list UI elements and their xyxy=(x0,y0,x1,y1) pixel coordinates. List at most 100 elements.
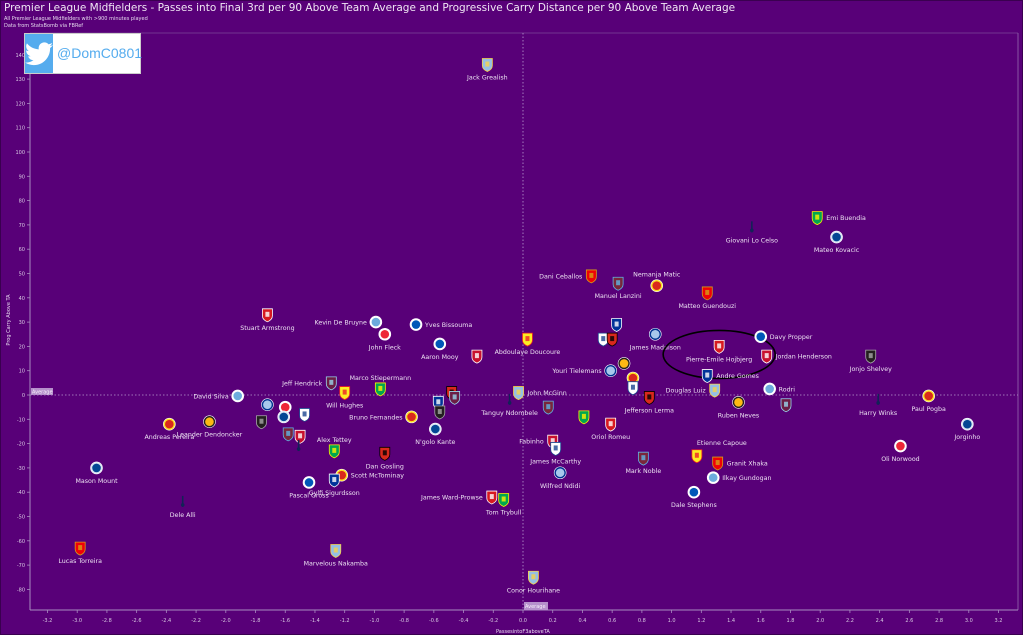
badge-emblem xyxy=(694,452,699,458)
player-point: Ilkay Gundogan xyxy=(706,471,772,484)
player-label: Mateo Kovacic xyxy=(814,247,860,254)
player-label: Granit Xhaka xyxy=(727,461,768,468)
player-label: James Ward-Prowse xyxy=(420,495,483,502)
y-tick-label: 60 xyxy=(19,247,25,253)
player-point: Conor Hourihane xyxy=(507,570,560,594)
player-point: Davy Propper xyxy=(754,330,813,343)
player-point: N'golo Kante xyxy=(415,422,456,446)
player-point xyxy=(611,318,623,332)
player-label: James McCarthy xyxy=(529,458,581,465)
player-label: Leander Dendoncker xyxy=(177,432,243,439)
chart-title: Premier League Midfielders - Passes into… xyxy=(4,2,736,14)
twitter-handle: @DomC0801 xyxy=(57,45,143,61)
player-label: Harry Winks xyxy=(859,410,897,417)
x-tick-label: -0.4 xyxy=(459,618,469,624)
y-tick-label: 80 xyxy=(19,199,25,205)
y-tick-label: -10 xyxy=(17,417,25,423)
badge-emblem xyxy=(589,272,594,278)
player-point: David Silva xyxy=(193,389,244,403)
y-tick-label: -40 xyxy=(17,490,25,496)
badge-inner xyxy=(304,478,314,487)
player-label: Lucas Torreira xyxy=(58,558,102,565)
x-tick-label: -2.2 xyxy=(191,618,201,624)
player-point xyxy=(617,357,631,370)
player-label: Rodri xyxy=(779,386,796,393)
badge-emblem xyxy=(265,311,270,317)
y-tick-label: 20 xyxy=(19,344,25,350)
player-point: Pascal Gross xyxy=(289,476,329,499)
badge-emblem xyxy=(610,336,615,342)
y-tick-label: -50 xyxy=(17,515,25,521)
y-tick-label: 40 xyxy=(19,296,25,302)
player-point: Alex Tettey xyxy=(317,437,352,459)
player-point: Manuel Lanzini xyxy=(595,276,642,300)
player-label: Will Hughes xyxy=(326,403,363,410)
y-tick-label: 30 xyxy=(19,320,25,326)
player-point: Douglas Luiz xyxy=(666,383,721,398)
badge-emblem xyxy=(489,494,494,500)
x-tick-label: -0.6 xyxy=(429,618,439,624)
player-point xyxy=(471,349,483,364)
player-point: Lucas Torreira xyxy=(58,541,102,565)
x-axis-title: PassesintoF3aboveTA xyxy=(496,629,550,635)
badge-inner xyxy=(205,417,214,427)
player-label: Ruben Neves xyxy=(718,412,759,419)
badge-inner xyxy=(689,487,699,497)
x-tick-label: 0.8 xyxy=(638,618,646,624)
x-tick-label: -2.0 xyxy=(221,618,231,624)
badge-emblem xyxy=(531,574,536,580)
player-label: Abdoulaye Doucoure xyxy=(495,349,561,356)
player-point: Pierre-Emile Hojbjerg xyxy=(686,340,752,363)
badge-inner xyxy=(280,402,290,412)
badge-inner xyxy=(263,400,272,410)
player-point: Jeff Hendrick xyxy=(281,376,337,391)
badge-emblem xyxy=(616,280,621,286)
player-label: Aaron Mooy xyxy=(421,354,459,361)
player-label: Douglas Luiz xyxy=(666,388,707,395)
x-tick-label: -1.2 xyxy=(340,618,350,624)
badge-inner xyxy=(896,441,905,451)
badge-inner xyxy=(619,359,629,368)
y-tick-label: 70 xyxy=(19,223,25,229)
player-point: Jordan Henderson xyxy=(761,349,832,364)
player-label: Ilkay Gundogan xyxy=(722,475,771,482)
y-tick-label: 110 xyxy=(15,126,25,132)
player-label: Tom Trybull xyxy=(485,509,522,516)
x-tick-label: 1.4 xyxy=(727,618,735,624)
player-label: Etienne Capoue xyxy=(697,440,747,447)
badge-emblem xyxy=(641,455,646,461)
twitter-badge[interactable]: @DomC0801 xyxy=(24,33,143,74)
badge-emblem xyxy=(332,447,337,453)
player-point xyxy=(780,398,792,413)
x-tick-label: 1.0 xyxy=(668,618,676,624)
y-tick-label: -80 xyxy=(17,587,25,593)
player-point: Andre Gomes xyxy=(701,369,759,383)
y-average-label: Average xyxy=(32,390,53,396)
badge-emblem xyxy=(630,384,635,390)
player-point: Scott McTominay xyxy=(335,468,404,482)
badge-emblem xyxy=(342,389,347,395)
player-point: Marco Stiepermann xyxy=(350,375,411,397)
player-point: Kevin De Bruyne xyxy=(315,315,383,329)
y-axis-title: Prog Carry Above TA xyxy=(6,294,12,346)
player-label: Yves Bissouma xyxy=(424,322,472,329)
x-tick-label: -1.8 xyxy=(251,618,261,624)
badge-inner xyxy=(435,339,445,349)
badge-ball xyxy=(750,228,754,233)
player-point: Harry Winks xyxy=(859,393,897,417)
player-point xyxy=(296,440,301,452)
badge-inner xyxy=(411,320,421,329)
y-tick-label: 120 xyxy=(15,101,25,107)
y-tick-label: 140 xyxy=(15,53,25,59)
badge-emblem xyxy=(332,477,337,483)
player-point: Will Hughes xyxy=(326,386,363,410)
x-tick-label: 3.0 xyxy=(965,618,973,624)
player-label: Jack Grealish xyxy=(466,75,508,82)
player-point: Oriol Romeu xyxy=(591,417,630,441)
player-point: Jonjo Shelvey xyxy=(849,349,892,373)
player-label: Andre Gomes xyxy=(716,373,759,380)
badge-emblem xyxy=(581,413,586,419)
player-point: Aaron Mooy xyxy=(421,337,459,361)
x-average-label: Average xyxy=(525,604,546,610)
player-point: James McCarthy xyxy=(529,442,581,465)
